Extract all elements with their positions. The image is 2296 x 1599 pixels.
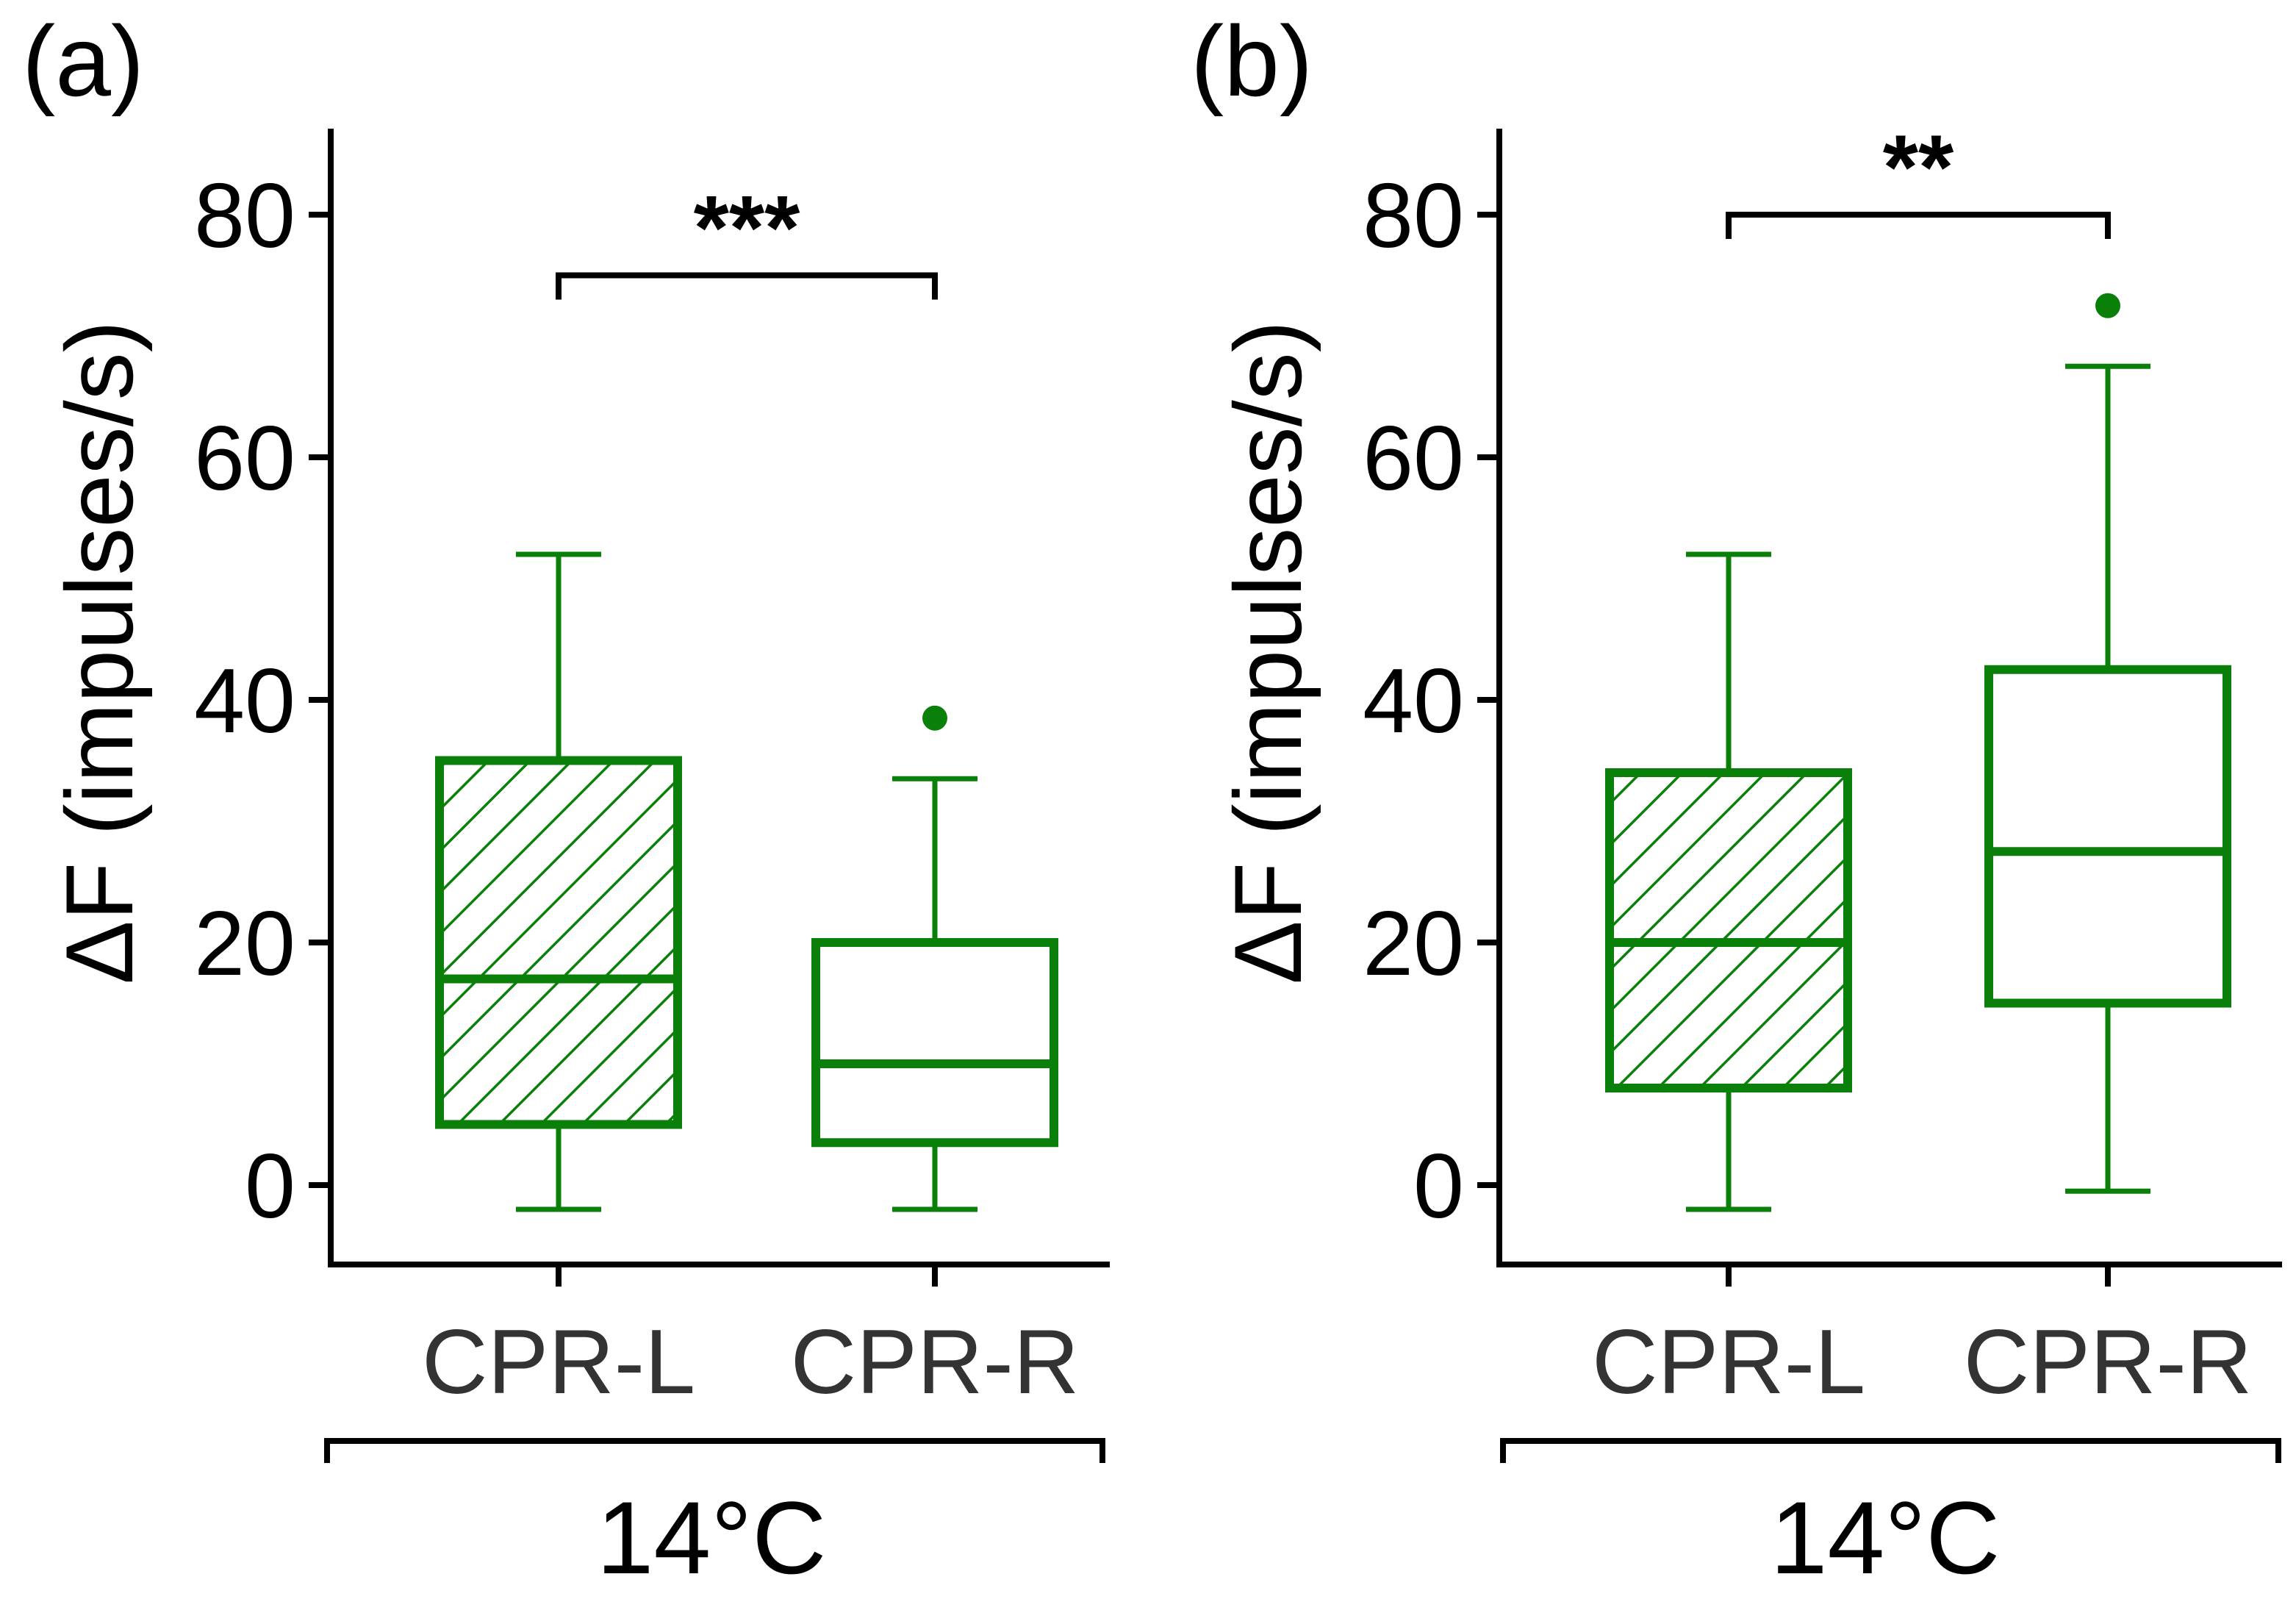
y-axis-title: ΔF (impulses/s) xyxy=(1214,321,1321,984)
panel-a: (a) 0 20 40 60 80 ΔF (impulses/s) CPR-L CPR-R ***… xyxy=(22,5,1110,1595)
box-body xyxy=(811,938,1058,1148)
y-tick-label: 20 xyxy=(1363,893,1464,995)
box-cpr-r xyxy=(811,705,1058,1212)
y-tick-label: 80 xyxy=(1363,165,1464,267)
outlier-point xyxy=(2095,293,2120,318)
panel-b: (b) 0 20 40 60 80 ΔF (impulses/s) CPR-L CPR-R ** 1… xyxy=(1191,5,2282,1595)
y-tick-label: 0 xyxy=(245,1136,295,1237)
panel-label: (b) xyxy=(1191,5,1313,117)
group-bracket xyxy=(1500,1438,2281,1463)
box-body xyxy=(435,756,682,1129)
group-bracket xyxy=(324,1438,1105,1463)
significance-bracket xyxy=(556,272,938,300)
panel-label: (a) xyxy=(22,5,144,117)
y-tick-label: 60 xyxy=(194,408,295,509)
x-tick-label: CPR-R xyxy=(1964,1312,2253,1413)
significance-bracket xyxy=(1726,212,2111,239)
box-body xyxy=(1605,768,1852,1092)
significance-label: *** xyxy=(694,178,801,279)
box-cpr-r xyxy=(1984,293,2231,1194)
x-tick-label: CPR-L xyxy=(422,1312,695,1413)
group-label: 14°C xyxy=(597,1480,827,1595)
y-tick-label: 60 xyxy=(1363,408,1464,509)
box-cpr-l xyxy=(435,551,682,1212)
x-tick-label: CPR-R xyxy=(791,1312,1080,1413)
y-axis-title: ΔF (impulses/s) xyxy=(46,321,153,984)
box-body xyxy=(1984,665,2231,1008)
y-tick-label: 80 xyxy=(194,165,295,267)
significance-label: ** xyxy=(1883,117,1954,218)
outlier-point xyxy=(922,705,947,731)
group-label: 14°C xyxy=(1771,1480,2001,1595)
y-tick-label: 40 xyxy=(1363,651,1464,752)
y-tick-label: 0 xyxy=(1413,1136,1464,1237)
y-tick-label: 20 xyxy=(194,893,295,995)
x-tick-label: CPR-L xyxy=(1592,1312,1865,1413)
box-cpr-l xyxy=(1605,551,1852,1212)
y-tick-label: 40 xyxy=(194,651,295,752)
